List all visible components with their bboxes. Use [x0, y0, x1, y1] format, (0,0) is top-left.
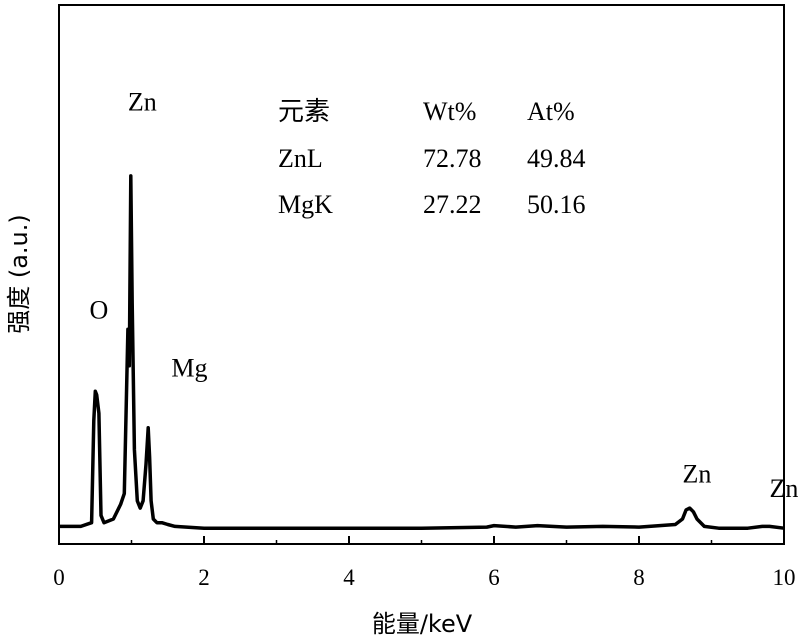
x-tick-label: 8	[633, 565, 645, 590]
table-row-wt: 72.78	[423, 144, 482, 173]
peak-label: Zn	[770, 474, 799, 503]
peak-label: Zn	[683, 460, 712, 489]
x-ticks	[58, 536, 785, 544]
table-row-at: 50.16	[527, 190, 586, 219]
table-header-element: 元素	[278, 97, 330, 126]
table-row-element: MgK	[278, 190, 333, 219]
table-row-at: 49.84	[527, 144, 586, 173]
x-axis-title: 能量/keV	[372, 610, 473, 638]
peak-label: Mg	[171, 354, 207, 383]
x-tick-label: 0	[53, 565, 65, 590]
spectrum-line	[59, 174, 785, 530]
x-tick-label: 6	[488, 565, 500, 590]
peak-labels: O Zn Mg Zn Zn	[89, 87, 798, 503]
table-row-element: ZnL	[278, 144, 323, 173]
x-tick-labels: 0 2 4 6 8 10	[53, 565, 795, 590]
composition-table: 元素 Wt% At% ZnL 72.78 49.84 MgK 27.22 50.…	[278, 97, 586, 219]
table-header-wt: Wt%	[423, 97, 476, 126]
peak-label: Zn	[128, 87, 157, 116]
table-header-at: At%	[527, 97, 575, 126]
x-tick-label: 2	[198, 565, 210, 590]
y-axis-title: 强度 (a.u.)	[5, 214, 33, 334]
x-tick-label: 10	[773, 565, 796, 590]
peak-label: O	[89, 295, 108, 324]
x-tick-label: 4	[343, 565, 355, 590]
table-row-wt: 27.22	[423, 190, 482, 219]
plot-frame	[58, 4, 785, 545]
